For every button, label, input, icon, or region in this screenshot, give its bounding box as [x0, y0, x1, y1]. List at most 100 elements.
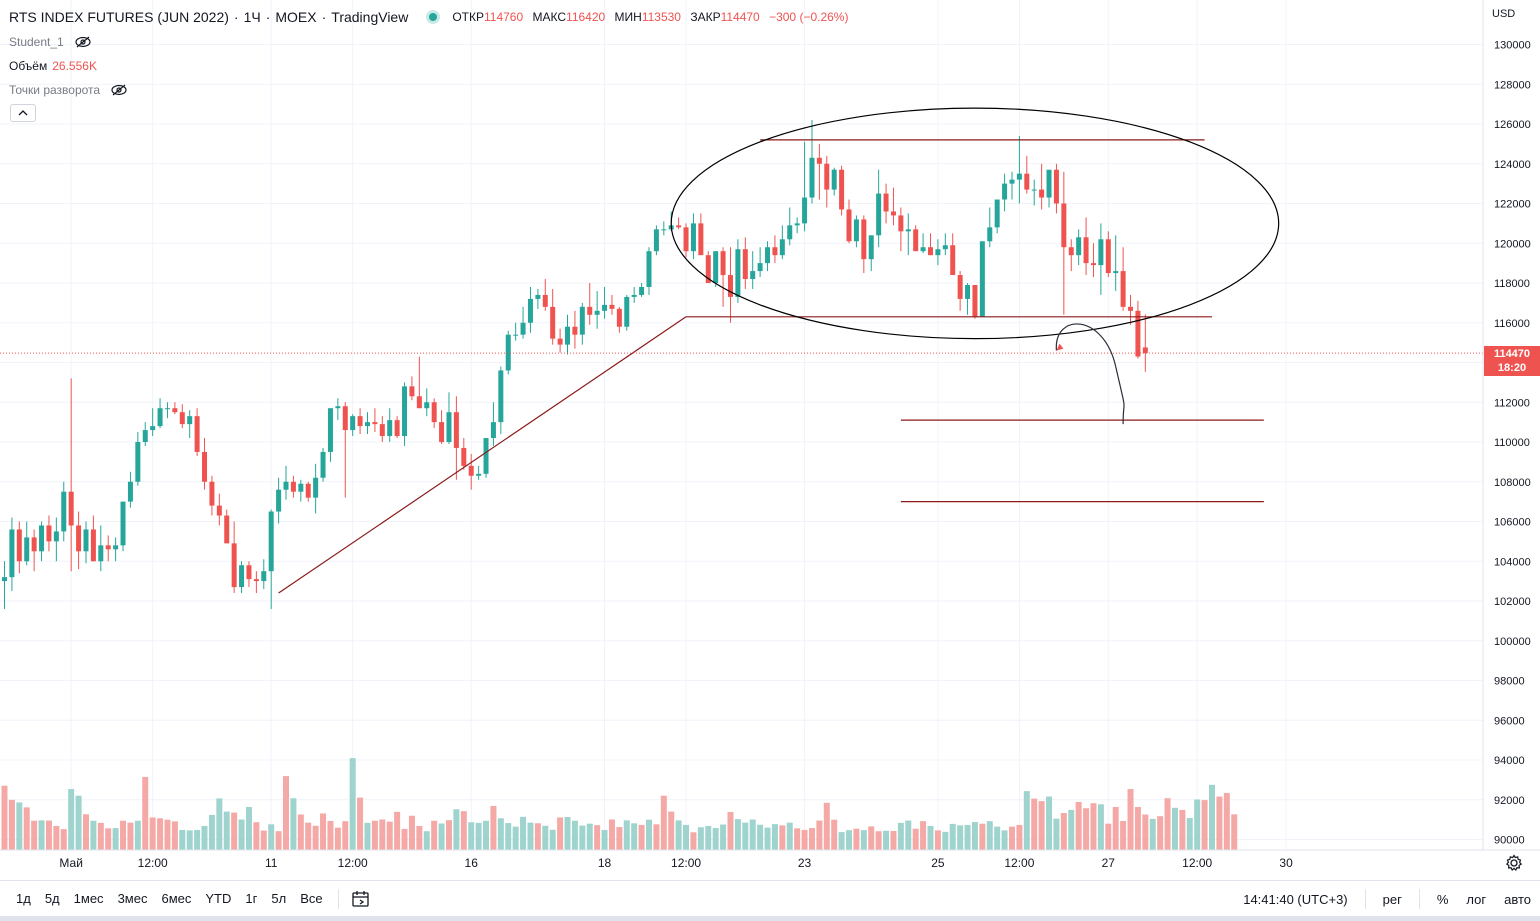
candle-body	[795, 223, 800, 225]
range-1y-button[interactable]: 1г	[238, 891, 264, 906]
price-tick-label: 90000	[1494, 835, 1525, 847]
candle-body	[498, 370, 503, 422]
percent-scale-button[interactable]: %	[1428, 892, 1458, 907]
range-6m-button[interactable]: 6мес	[154, 891, 198, 906]
currency-label[interactable]: USD	[1486, 6, 1521, 22]
range-all-button[interactable]: Все	[293, 891, 329, 906]
volume-bar	[90, 821, 96, 850]
regular-session-button[interactable]: рег	[1374, 892, 1411, 907]
candle-body	[684, 227, 689, 251]
clock-time[interactable]: 14:41:40 (UTC+3)	[1234, 892, 1356, 907]
indicator-pivots[interactable]: Точки разворота	[9, 82, 127, 98]
arrow-head	[1056, 344, 1063, 351]
price-tick-label: 118000	[1494, 278, 1530, 290]
candle-body	[743, 249, 748, 279]
legend-separator: ·	[266, 9, 271, 25]
candle-body	[780, 239, 785, 255]
collapse-legend-button[interactable]	[10, 104, 36, 122]
candle-body	[506, 335, 511, 371]
toolbar-divider	[1419, 889, 1420, 909]
range-3m-button[interactable]: 3мес	[111, 891, 155, 906]
candle-body	[83, 529, 88, 551]
volume-bar	[76, 796, 82, 850]
range-1m-button[interactable]: 1мес	[67, 891, 111, 906]
volume-bar	[727, 812, 733, 850]
time-tick-label: 12:00	[138, 856, 168, 870]
volume-bar	[683, 825, 689, 850]
user-drawings[interactable]	[279, 108, 1279, 593]
volume-bar	[1179, 810, 1185, 850]
chart-canvas[interactable]: 130000 128000 126000 124000 122000 120000 1180…	[0, 0, 1540, 880]
volume-bar	[46, 821, 52, 850]
candle-body	[372, 422, 377, 424]
eye-hidden-icon[interactable]	[111, 84, 127, 96]
price-axis[interactable]: 130000 128000 126000 124000 122000 120000 1180…	[1494, 40, 1531, 847]
time-axis[interactable]: Май 12:00 11 12:00 16 18 12:00 23 25 12:00 27 12:00…	[59, 856, 1293, 870]
volume-bar	[1224, 793, 1230, 850]
volume-bar	[335, 828, 341, 850]
price-tick-label: 102000	[1494, 596, 1531, 608]
log-scale-button[interactable]: лог	[1457, 892, 1495, 907]
auto-scale-button[interactable]: авто	[1495, 892, 1540, 907]
candle-body	[972, 285, 977, 317]
volume-bar	[979, 824, 985, 850]
volume-bar	[831, 820, 837, 850]
price-tick-label: 122000	[1494, 199, 1531, 211]
volume-bar	[624, 820, 630, 850]
gear-icon[interactable]	[1505, 854, 1523, 872]
range-ytd-button[interactable]: YTD	[198, 891, 238, 906]
candle-body	[913, 229, 918, 251]
chart-grid	[0, 0, 1483, 850]
price-tick-label: 128000	[1494, 79, 1531, 91]
time-tick-label: Май	[59, 856, 83, 870]
volume-bar	[920, 821, 926, 850]
close-label: ЗАКР	[690, 10, 720, 24]
price-tick-label: 108000	[1494, 477, 1531, 489]
candle-body	[335, 406, 340, 408]
candle-body	[343, 406, 348, 430]
projection-arrow	[1056, 324, 1124, 424]
volume-bar	[372, 821, 378, 850]
volume-bar	[1046, 797, 1052, 850]
candle-body	[143, 430, 148, 442]
eye-hidden-icon[interactable]	[75, 36, 91, 48]
candle-body	[1069, 247, 1074, 255]
toolbar-divider	[1365, 889, 1366, 909]
candle-body	[150, 426, 155, 430]
last-price-badge: 114470 18:20	[1484, 346, 1540, 376]
range-1d-button[interactable]: 1д	[9, 891, 38, 906]
price-tick-label: 104000	[1494, 556, 1531, 568]
candle-body	[980, 241, 985, 317]
date-range-icon[interactable]	[351, 890, 371, 908]
symbol-name[interactable]: RTS INDEX FUTURES (JUN 2022)	[9, 9, 229, 25]
candle-body	[1084, 237, 1089, 263]
volume-bar	[653, 824, 659, 850]
volume-bar	[913, 829, 919, 850]
candle-body	[995, 200, 1000, 228]
candle-body	[54, 531, 59, 541]
volume-bar	[883, 831, 889, 850]
volume-bar	[1113, 807, 1119, 850]
volume-bar	[350, 758, 356, 850]
candle-body	[1135, 311, 1140, 357]
price-tick-label: 96000	[1494, 715, 1525, 727]
volume-bar	[135, 821, 141, 850]
candle-body	[128, 482, 133, 502]
candle-body	[676, 225, 681, 227]
candle-body	[321, 452, 326, 478]
volume-bar	[431, 821, 437, 850]
volume-bar	[1053, 819, 1059, 850]
candle-body	[350, 416, 355, 430]
range-5y-button[interactable]: 5л	[264, 891, 293, 906]
candle-body	[217, 506, 222, 516]
volume-bar	[639, 825, 645, 850]
volume-bar	[305, 823, 311, 850]
range-5d-button[interactable]: 5д	[38, 891, 67, 906]
candle-body	[869, 235, 874, 259]
volume-bar	[157, 818, 163, 850]
indicator-student[interactable]: Student_1	[9, 34, 91, 50]
volume-bar	[646, 820, 652, 850]
candlesticks	[2, 120, 1148, 609]
indicator-volume[interactable]: Объём 26.556K	[9, 58, 97, 74]
candle-body	[758, 263, 763, 271]
